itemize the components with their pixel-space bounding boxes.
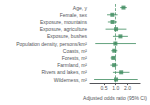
svg-text:Farmland, m²: Farmland, m² <box>57 62 87 68</box>
svg-text:2.0: 2.0 <box>124 85 131 91</box>
svg-text:Age, y: Age, y <box>73 5 88 11</box>
svg-text:Coasts, m²: Coasts, m² <box>63 48 88 54</box>
svg-text:Population density, persons/km: Population density, persons/km² <box>16 41 87 47</box>
svg-text:Exposure, bushes: Exposure, bushes <box>47 33 88 39</box>
svg-text:Wilderness, m²: Wilderness, m² <box>54 77 88 83</box>
svg-text:Exposure, mountains: Exposure, mountains <box>40 19 87 25</box>
svg-text:Female, sex: Female, sex <box>60 12 88 18</box>
svg-text:Exposure, agriculture: Exposure, agriculture <box>40 26 87 32</box>
svg-text:Forests, m²: Forests, m² <box>62 55 88 61</box>
svg-text:Adjusted odds ratio (95% CI): Adjusted odds ratio (95% CI) <box>83 95 147 101</box>
svg-text:1.0: 1.0 <box>112 85 119 91</box>
svg-text:Rivers and lakes, m²: Rivers and lakes, m² <box>41 69 87 75</box>
svg-text:0.5: 0.5 <box>100 85 107 91</box>
